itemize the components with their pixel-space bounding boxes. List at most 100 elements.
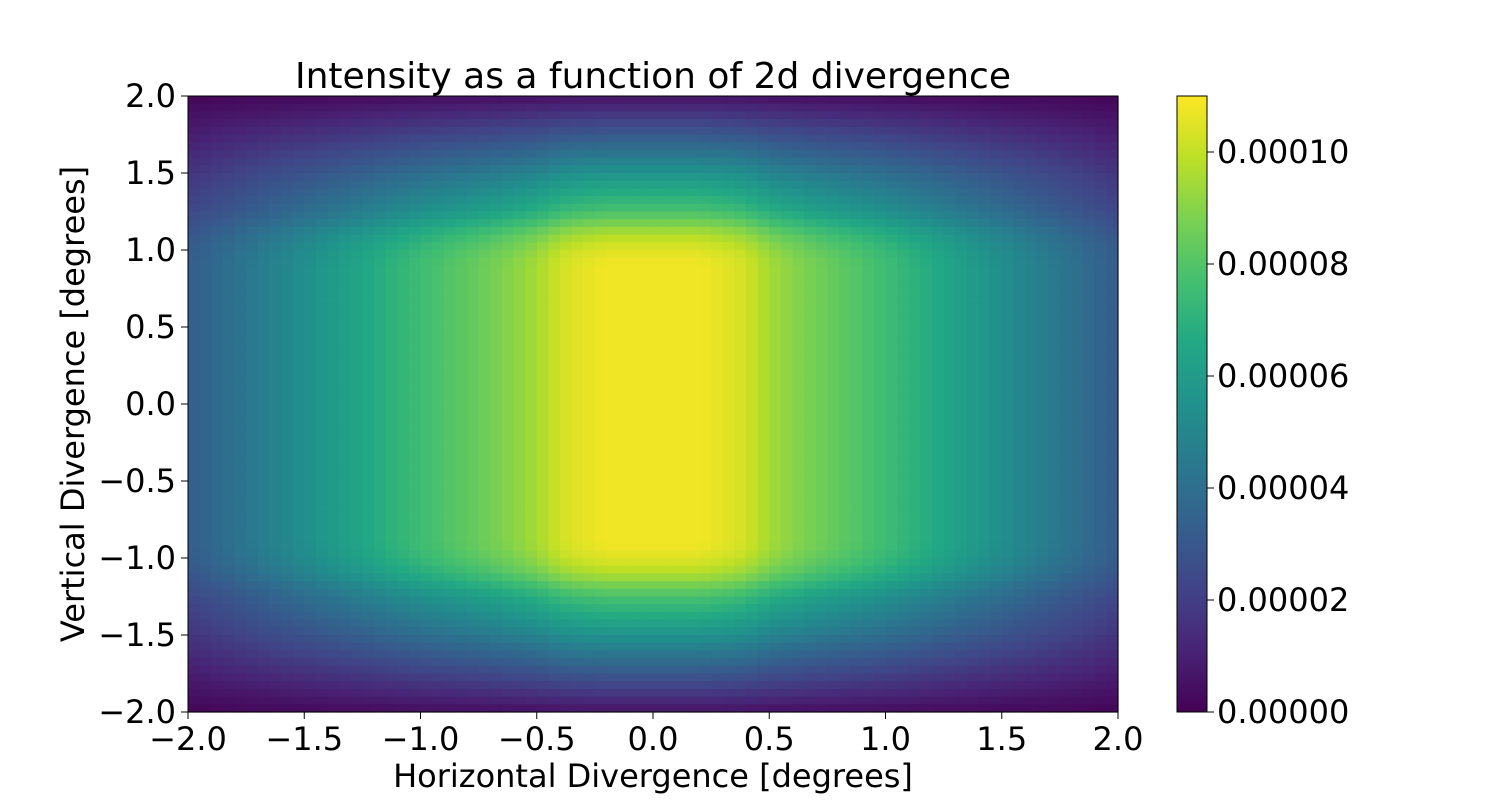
heatmap-cell [571,488,584,497]
heatmap-cell [1071,311,1084,320]
heatmap-cell [641,465,654,474]
heatmap-cell [594,211,608,220]
heatmap-cell [374,203,387,213]
heatmap-cell [618,542,631,551]
heatmap-cell [932,442,945,451]
heatmap-cell [420,219,433,228]
heatmap-cell [408,203,422,213]
heatmap-cell [862,142,875,151]
heatmap-cell [1071,165,1084,174]
heatmap-cell [513,173,526,182]
heatmap-cell [420,211,433,220]
heatmap-cell [804,134,817,143]
heatmap-cell [1025,196,1038,205]
heatmap-cell [699,527,712,536]
heatmap-cell [583,465,596,474]
heatmap-cell [664,234,677,243]
heatmap-cell [583,534,596,544]
heatmap-cell [653,173,666,182]
heatmap-cell [571,427,584,436]
heatmap-cell [780,280,794,290]
heatmap-cell [420,188,433,197]
heatmap-cell [792,280,805,290]
heatmap-cell [583,142,596,151]
heatmap-cell [629,411,642,420]
heatmap-cell [385,96,398,105]
heatmap-cell [269,173,282,182]
heatmap-cell [850,257,863,266]
heatmap-cell [1059,203,1073,213]
heatmap-cell [246,173,259,182]
heatmap-cell [362,134,375,143]
heatmap-cell [408,427,422,436]
heatmap-cell [699,211,712,220]
heatmap-cell [955,296,968,305]
heatmap-cell [374,542,387,551]
heatmap-cell [385,188,398,197]
heatmap-cell [734,396,747,405]
heatmap-cell [1001,211,1014,220]
heatmap-cell [234,411,247,420]
heatmap-cell [420,134,433,143]
heatmap-cell [1025,388,1038,397]
heatmap-cell [653,119,666,128]
heatmap-cell [804,126,817,136]
heatmap-cell [885,273,898,282]
heatmap-cell [420,481,433,490]
heatmap-cell [618,196,631,205]
heatmap-cell [746,519,759,528]
heatmap-cell [281,311,294,320]
heatmap-cell [490,334,503,343]
heatmap-cell [1036,411,1049,420]
heatmap-cell [664,203,677,213]
heatmap-cell [676,511,689,521]
heatmap-cell [966,380,980,390]
heatmap-cell [978,511,991,521]
heatmap-cell [234,534,247,544]
heatmap-cell [222,504,236,513]
heatmap-cell [292,288,305,297]
heatmap-cell [490,296,503,305]
heatmap-cell [990,180,1003,189]
heatmap-cell [1048,149,1061,159]
heatmap-cell [560,550,573,559]
heatmap-cell [304,327,317,336]
heatmap-cell [908,96,921,105]
heatmap-cell [397,119,410,128]
heatmap-cell [932,296,945,305]
heatmap-cell [932,280,945,290]
heatmap-cell [467,242,480,251]
heatmap-cell [257,250,270,259]
heatmap-cell [687,450,701,459]
heatmap-cell [560,542,573,551]
heatmap-cell [594,380,608,390]
heatmap-cell [408,134,422,143]
heatmap-cell [885,534,898,544]
heatmap-cell [1048,457,1061,467]
heatmap-cell [606,496,619,505]
heatmap-cell [676,404,689,413]
heatmap-cell [432,327,445,336]
heatmap-cell [327,280,340,290]
heatmap-cell [490,273,503,282]
heatmap-cell [606,465,619,474]
heatmap-cell [199,311,212,320]
heatmap-cell [792,319,805,328]
heatmap-cell [432,473,445,482]
heatmap-cell [467,365,480,374]
heatmap-cell [455,488,468,497]
heatmap-cell [850,96,863,105]
heatmap-cell [897,319,910,328]
heatmap-cell [920,488,933,497]
heatmap-cell [734,111,747,120]
heatmap-cell [780,419,794,428]
heatmap-cell [943,465,956,474]
heatmap-cell [629,327,642,336]
heatmap-cell [618,511,631,521]
heatmap-cell [234,265,247,274]
heatmap-cell [432,511,445,521]
heatmap-cell [501,219,515,228]
heatmap-cell [269,396,282,405]
heatmap-cell [664,319,677,328]
heatmap-cell [757,396,770,405]
